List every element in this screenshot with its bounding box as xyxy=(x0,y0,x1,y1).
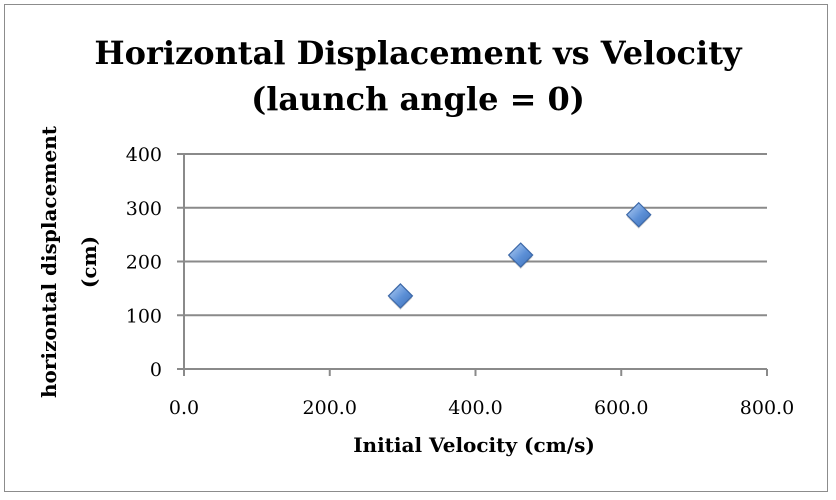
data-point xyxy=(507,242,534,268)
axes xyxy=(177,153,768,376)
y-tick-labels: 0 100 200 300 400 xyxy=(126,144,162,381)
x-tick-label: 0.0 xyxy=(169,397,199,419)
y-tick-label: 200 xyxy=(126,252,162,274)
y-axis-title-line-1: horizontal displacement xyxy=(37,125,61,398)
y-axis-title: horizontal displacement (cm) xyxy=(37,125,101,398)
x-tick-label: 400.0 xyxy=(448,397,502,419)
data-point xyxy=(625,201,652,228)
chart-title-line-2: (launch angle = 0) xyxy=(251,80,585,118)
y-tick-label: 100 xyxy=(126,305,162,327)
y-tick-label: 300 xyxy=(126,198,162,220)
x-tick-label: 800.0 xyxy=(740,397,794,419)
chart-frame xyxy=(4,4,828,492)
gridlines xyxy=(184,153,767,317)
data-points xyxy=(387,201,652,310)
data-point xyxy=(387,283,414,309)
x-tick-labels: 0.0 200.0 400.0 600.0 800.0 xyxy=(169,397,794,419)
x-tick-label: 600.0 xyxy=(594,397,648,419)
y-tick-label: 400 xyxy=(126,144,162,166)
x-tick-label: 200.0 xyxy=(303,397,357,419)
chart-title-line-1: Horizontal Displacement vs Velocity xyxy=(94,34,743,72)
y-axis-title-line-2: (cm) xyxy=(77,236,101,288)
x-axis-title: Initial Velocity (cm/s) xyxy=(353,433,595,457)
y-tick-label: 0 xyxy=(150,359,162,381)
